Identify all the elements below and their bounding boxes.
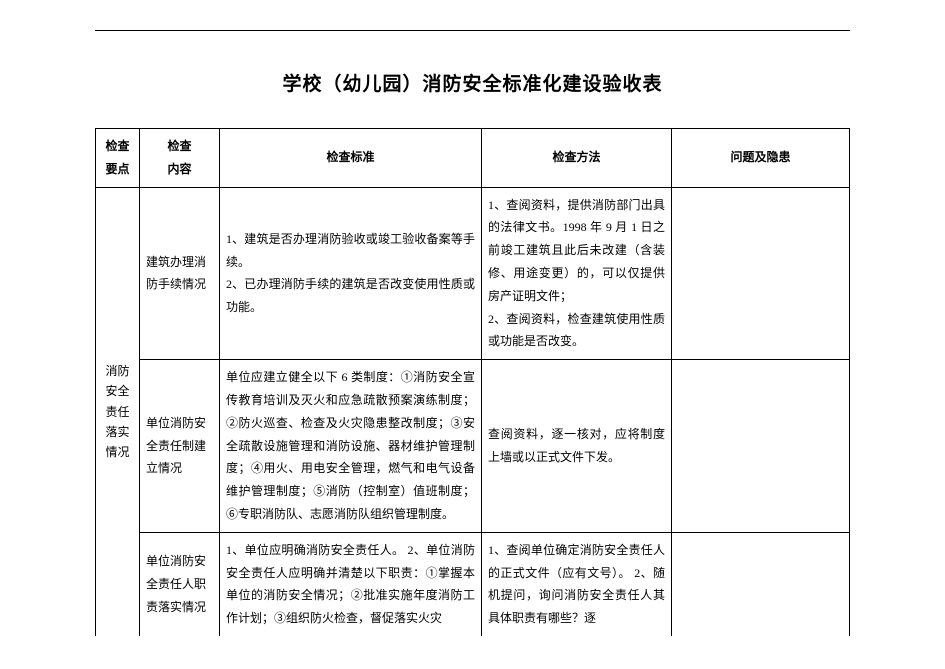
col-header-content: 检查 内容 [140, 129, 220, 188]
col-header-issue: 问题及隐患 [672, 129, 850, 188]
method-cell: 1、查阅单位确定消防安全责任人的正式文件（应有文号）。 2、随机提问，询问消防安… [482, 532, 672, 636]
content-cell: 单位消防安全责任制建立情况 [140, 360, 220, 533]
method-cell: 查阅资料，逐一核对，应将制度上墙或以正式文件下发。 [482, 360, 672, 533]
standard-cell: 1、建筑是否办理消防验收或竣工验收备案等手续。 2、已办理消防手续的建筑是否改变… [220, 187, 482, 360]
inspection-table: 检查 要点 检查 内容 检查标准 检查方法 问题及隐患 消防 安全 责任 落实 … [95, 128, 850, 636]
content-cell: 建筑办理消防手续情况 [140, 187, 220, 360]
method-cell: 1、查阅资料，提供消防部门出具的法律文书。1998 年 9 月 1 日之前竣工建… [482, 187, 672, 360]
col-header-method: 检查方法 [482, 129, 672, 188]
col-header-keypoint: 检查 要点 [96, 129, 140, 188]
page-title: 学校（幼儿园）消防安全标准化建设验收表 [95, 69, 850, 96]
standard-cell: 单位应建立健全以下 6 类制度：①消防安全宣传教育培训及灭火和应急疏散预案演练制… [220, 360, 482, 533]
table-header-row: 检查 要点 检查 内容 检查标准 检查方法 问题及隐患 [96, 129, 850, 188]
table-row: 单位消防安全责任制建立情况 单位应建立健全以下 6 类制度：①消防安全宣传教育培… [96, 360, 850, 533]
table-row: 消防 安全 责任 落实 情况 建筑办理消防手续情况 1、建筑是否办理消防验收或竣… [96, 187, 850, 360]
keypoint-cell: 消防 安全 责任 落实 情况 [96, 187, 140, 636]
issue-cell [672, 360, 850, 533]
content-cell: 单位消防安全责任人职责落实情况 [140, 532, 220, 636]
issue-cell [672, 187, 850, 360]
standard-cell: 1、单位应明确消防安全责任人。 2、单位消防安全责任人应明确并清楚以下职责：①掌… [220, 532, 482, 636]
issue-cell [672, 532, 850, 636]
col-header-standard: 检查标准 [220, 129, 482, 188]
table-row: 单位消防安全责任人职责落实情况 1、单位应明确消防安全责任人。 2、单位消防安全… [96, 532, 850, 636]
